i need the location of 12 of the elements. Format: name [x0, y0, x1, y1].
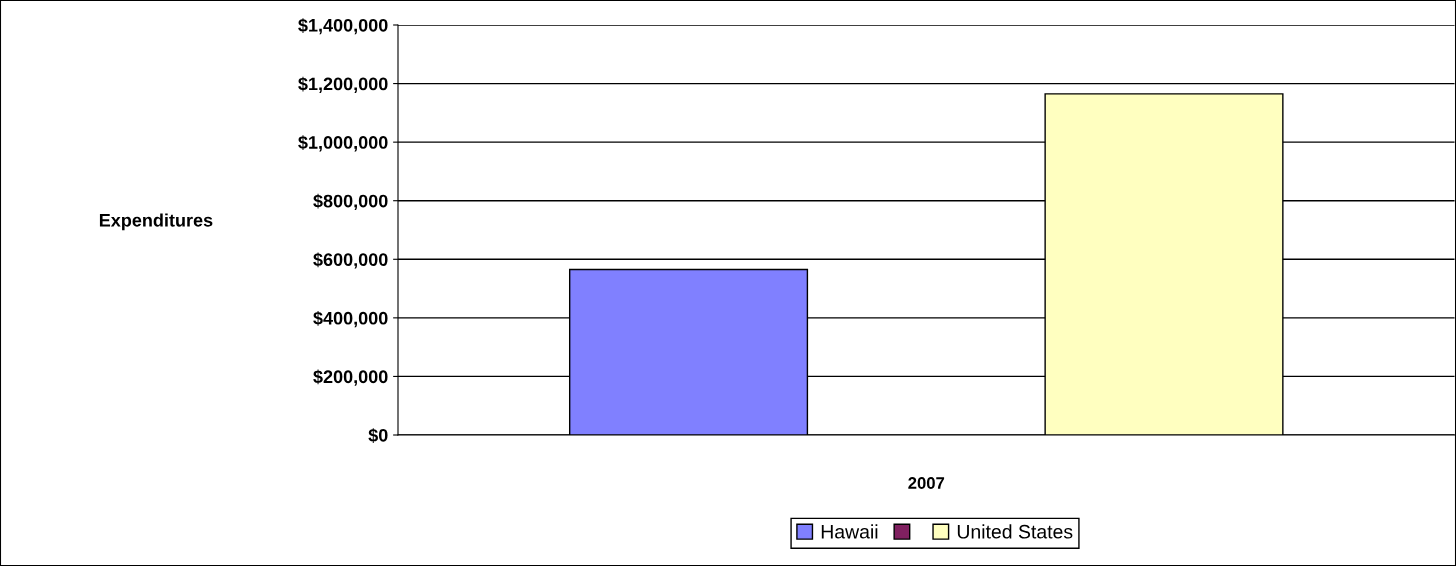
- y-tick-label: $1,400,000: [298, 18, 388, 35]
- y-tick-label: $600,000: [313, 252, 388, 269]
- x-tick-label: 2007: [908, 477, 945, 489]
- y-tick-label: $1,000,000: [298, 135, 388, 152]
- y-tick-label: $800,000: [313, 193, 388, 211]
- y-tick-label: $400,000: [313, 311, 388, 328]
- legend-label: United States: [957, 524, 1073, 539]
- y-tick-label: $200,000: [313, 369, 388, 386]
- y-axis-title: Expenditures: [99, 213, 213, 231]
- y-tick-label: $1,200,000: [298, 76, 388, 93]
- y-tick-label: $0: [368, 428, 388, 443]
- legend-label: Hawaii: [821, 524, 878, 539]
